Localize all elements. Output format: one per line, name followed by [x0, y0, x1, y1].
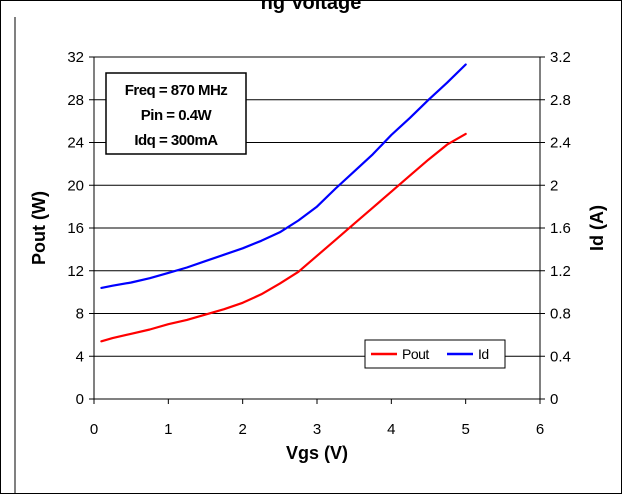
tick-label-y-left-2: 8 [76, 306, 84, 323]
y-axis-right-title: Id (A) [587, 205, 607, 251]
x-axis-title: Vgs (V) [286, 443, 348, 463]
tick-label-y-left-8: 32 [67, 49, 84, 66]
series-group [100, 63, 467, 343]
tick-label-y-right-6: 2.4 [550, 135, 571, 152]
tick-label-y-left-6: 24 [67, 135, 84, 152]
conditions-line-freq: Freq = 870 MHz [125, 82, 228, 99]
tick-label-x-0: 0 [90, 421, 98, 438]
conditions-box-frame [105, 72, 247, 155]
series-line-id [100, 63, 467, 289]
tick-label-y-right-2: 0.8 [550, 306, 571, 323]
legend: Pout Id [364, 339, 506, 369]
tick-label-y-left-7: 28 [67, 92, 84, 109]
conditions-line-idq: Idq = 300mA [134, 132, 218, 149]
series-line-pout [100, 132, 467, 343]
tick-label-x-2: 2 [238, 421, 246, 438]
conditions-box: Freq = 870 MHz Pin = 0.4W Idq = 300mA [105, 72, 247, 155]
tick-label-y-right-3: 1.2 [550, 263, 571, 280]
tick-label-x-4: 4 [387, 421, 395, 438]
tick-label-x-5: 5 [461, 421, 469, 438]
tick-label-y-right-8: 3.2 [550, 49, 571, 66]
tick-label-y-right-5: 2 [550, 177, 558, 194]
tick-label-x-1: 1 [164, 421, 172, 438]
legend-label-pout: Pout [402, 346, 429, 362]
axis-ticks: 0 04 0.48 0.812 1.216 1.620 224 2.428 2.832 3.20 1… [67, 49, 571, 438]
legend-label-id: Id [478, 346, 489, 362]
tick-label-y-left-1: 4 [76, 348, 84, 365]
tick-label-y-left-4: 16 [67, 220, 84, 237]
tick-label-y-right-0: 0 [550, 391, 558, 408]
page-title-fragment: ng Voltage [261, 0, 362, 14]
tick-label-y-left-0: 0 [76, 391, 84, 408]
tick-label-y-right-4: 1.6 [550, 220, 571, 237]
tick-label-y-right-1: 0.4 [550, 348, 571, 365]
tick-label-y-right-7: 2.8 [550, 92, 571, 109]
y-axis-left-title: Pout (W) [29, 191, 49, 265]
conditions-line-pin: Pin = 0.4W [141, 107, 213, 124]
tick-label-x-6: 6 [536, 421, 544, 438]
tick-label-y-left-3: 12 [67, 263, 84, 280]
tick-label-y-left-5: 20 [67, 177, 84, 194]
tick-label-x-3: 3 [313, 421, 321, 438]
